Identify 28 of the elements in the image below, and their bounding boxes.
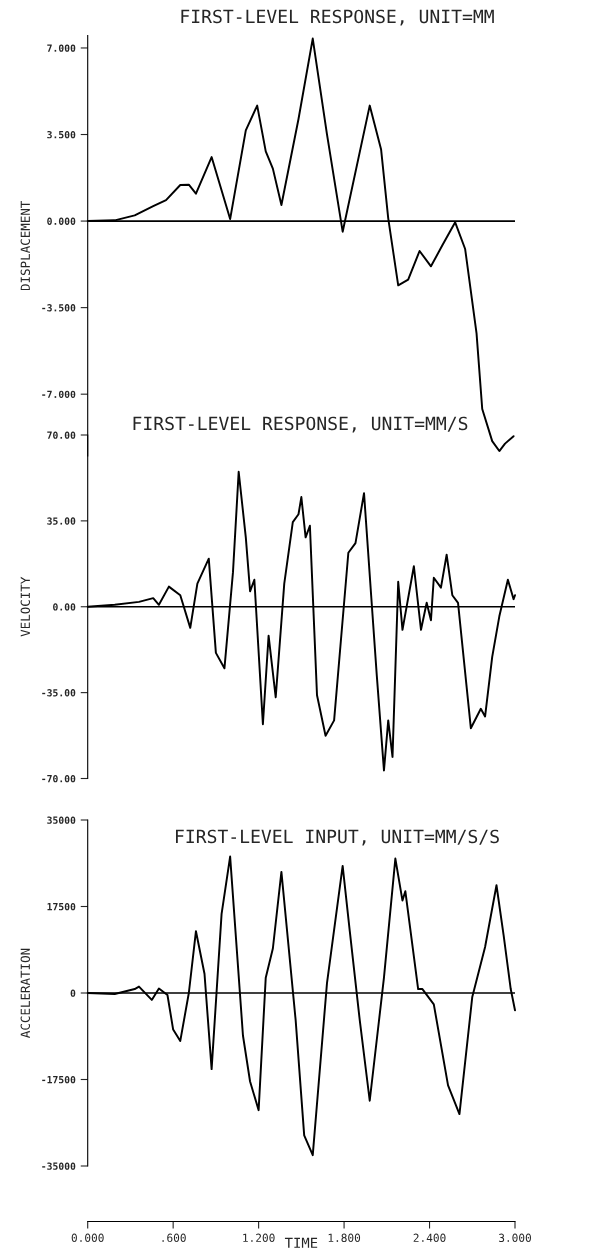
y-tick-label: 0.00 bbox=[53, 603, 76, 611]
chart-title: FIRST-LEVEL RESPONSE, UNIT=MM/S bbox=[133, 416, 468, 433]
y-tick-label: -17500 bbox=[42, 1075, 76, 1084]
y-axis-title: ACCELERATION bbox=[20, 948, 31, 1038]
y-tick-label: -35.00 bbox=[42, 689, 76, 697]
y-tick-label: 35000 bbox=[47, 816, 76, 824]
y-axis-title: DISPLACEMENT bbox=[20, 200, 31, 291]
y-tick-label: -70.00 bbox=[42, 774, 76, 783]
y-tick-label: -3.500 bbox=[42, 304, 76, 312]
y-tick-label: -35000 bbox=[42, 1162, 76, 1170]
y-tick-label: 0 bbox=[70, 989, 76, 997]
y-tick-label: 0.000 bbox=[47, 217, 76, 225]
chart-title: FIRST-LEVEL INPUT, UNIT=MM/S/S bbox=[176, 829, 499, 846]
y-tick-label: 17500 bbox=[47, 902, 76, 911]
y-tick-label: 7.000 bbox=[47, 44, 76, 52]
x-tick-label: 3.000 bbox=[499, 1233, 531, 1243]
y-tick-label: 70.00 bbox=[47, 431, 76, 439]
chart-title: FIRST-LEVEL RESPONSE, UNIT=MM bbox=[181, 9, 494, 26]
x-tick-label: .600 bbox=[162, 1233, 186, 1243]
x-axis-title: TIME bbox=[284, 1237, 318, 1248]
x-tick-label: 0.000 bbox=[71, 1233, 104, 1243]
y-tick-label: -7.000 bbox=[42, 390, 76, 399]
y-tick-label: 35.00 bbox=[47, 517, 76, 525]
y-tick-label: 3.500 bbox=[47, 131, 76, 139]
y-axis-title: VELOCITY bbox=[20, 576, 31, 637]
x-tick-label: 2.400 bbox=[413, 1233, 446, 1243]
x-tick-label: 1.200 bbox=[243, 1233, 275, 1243]
x-tick-label: 1.800 bbox=[328, 1233, 361, 1243]
